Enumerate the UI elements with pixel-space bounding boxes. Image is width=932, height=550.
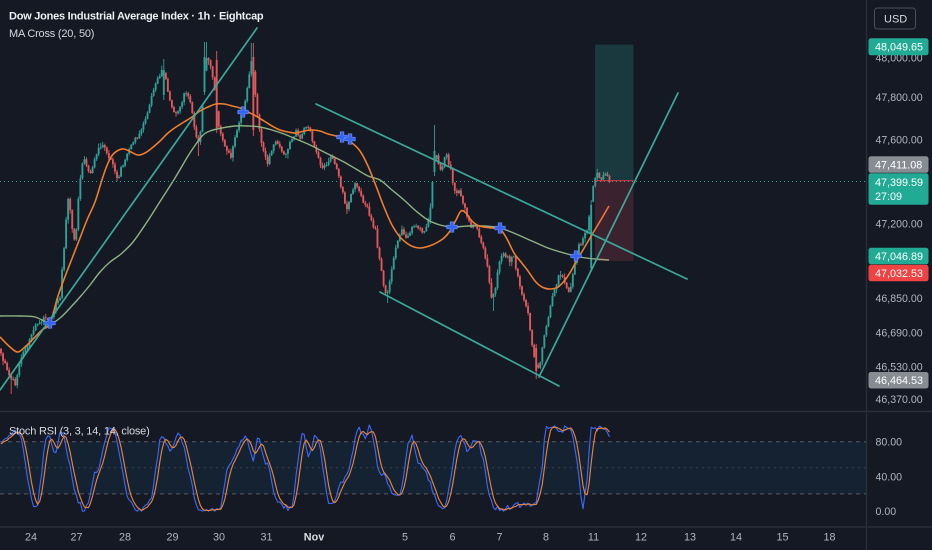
- svg-text:Dow Jones Industrial Average I: Dow Jones Industrial Average Index · 1h …: [9, 11, 264, 23]
- svg-text:46,370.00: 46,370.00: [876, 394, 923, 406]
- svg-text:46,690.00: 46,690.00: [876, 328, 923, 340]
- svg-text:18: 18: [823, 532, 835, 544]
- svg-text:8: 8: [543, 532, 549, 544]
- svg-text:29: 29: [166, 532, 178, 544]
- svg-text:47,399.59: 47,399.59: [875, 177, 923, 189]
- svg-text:0.00: 0.00: [876, 506, 897, 518]
- svg-text:30: 30: [213, 532, 225, 544]
- svg-text:47,600.00: 47,600.00: [876, 134, 923, 146]
- svg-text:15: 15: [776, 532, 788, 544]
- svg-text:14: 14: [730, 532, 742, 544]
- svg-text:5: 5: [402, 532, 408, 544]
- svg-text:USD: USD: [884, 13, 907, 25]
- svg-text:Stoch RSI (3, 3, 14, 14, close: Stoch RSI (3, 3, 14, 14, close): [9, 426, 150, 438]
- svg-text:46,850.00: 46,850.00: [876, 293, 923, 305]
- svg-text:6: 6: [449, 532, 455, 544]
- svg-text:47,800.00: 47,800.00: [876, 92, 923, 104]
- svg-text:27:09: 27:09: [875, 191, 902, 203]
- svg-text:40.00: 40.00: [876, 471, 903, 483]
- svg-text:47,046.89: 47,046.89: [875, 251, 923, 263]
- svg-text:24: 24: [25, 532, 37, 544]
- svg-text:12: 12: [635, 532, 647, 544]
- svg-text:48,049.65: 48,049.65: [875, 42, 923, 54]
- svg-text:11: 11: [588, 532, 599, 544]
- svg-text:48,000.00: 48,000.00: [876, 52, 923, 64]
- svg-text:47,411.08: 47,411.08: [875, 159, 922, 171]
- svg-text:47,200.00: 47,200.00: [876, 218, 923, 230]
- svg-text:27: 27: [70, 532, 82, 544]
- svg-text:46,464.53: 46,464.53: [875, 375, 923, 387]
- svg-text:7: 7: [496, 532, 502, 544]
- svg-text:80.00: 80.00: [876, 437, 903, 449]
- svg-text:31: 31: [260, 532, 272, 544]
- svg-text:28: 28: [119, 532, 131, 544]
- svg-text:47,032.53: 47,032.53: [875, 268, 923, 280]
- svg-text:MA Cross (20, 50): MA Cross (20, 50): [9, 28, 94, 40]
- svg-text:46,530.00: 46,530.00: [876, 362, 923, 374]
- svg-text:13: 13: [684, 532, 696, 544]
- svg-text:Nov: Nov: [304, 532, 324, 544]
